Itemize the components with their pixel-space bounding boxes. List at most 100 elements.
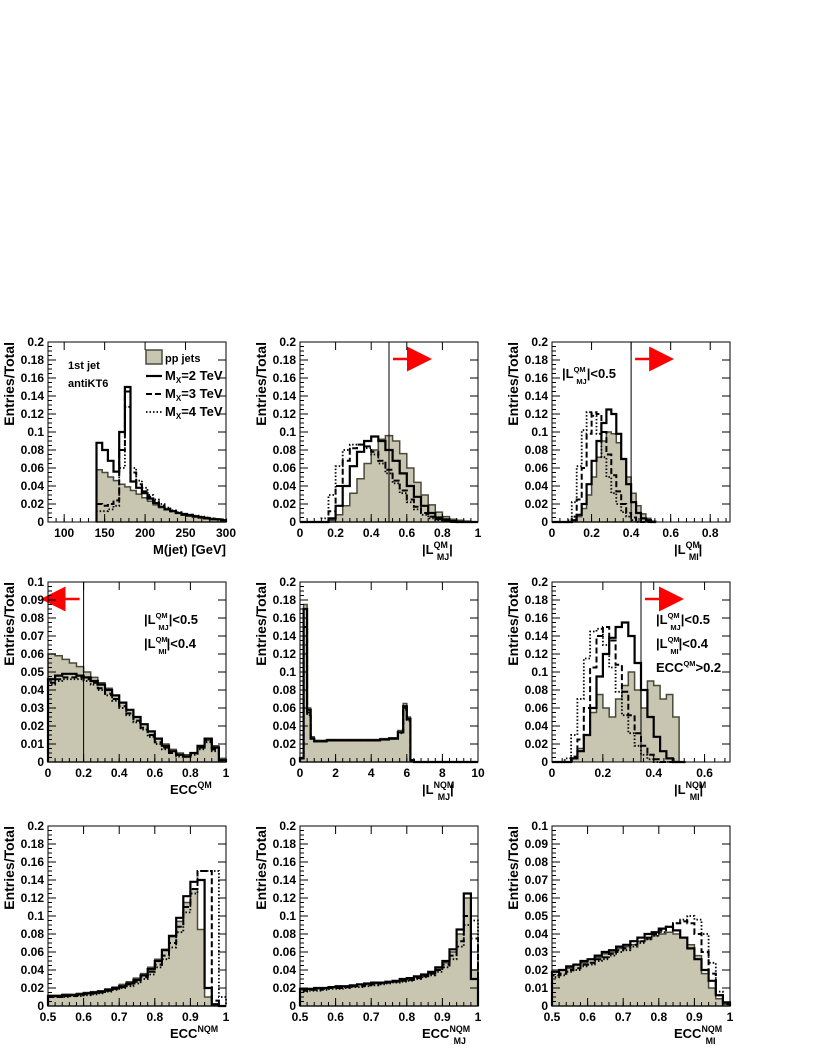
- x-tick-label: 1: [223, 766, 230, 780]
- series-dotted-hist: [552, 411, 656, 523]
- x-tick-label: 6: [403, 766, 410, 780]
- cut-annotation: |LQM MJ|<0.5: [656, 611, 710, 632]
- y-tick-label: 0.06: [525, 701, 549, 715]
- y-tick-label: 0.02: [21, 719, 45, 733]
- x-tick-label: 0.8: [650, 1010, 667, 1024]
- x-tick-label: 0.6: [398, 526, 415, 540]
- series-dotted-hist: [299, 919, 479, 1006]
- x-tick-label: 0.9: [434, 1010, 451, 1024]
- x-tick-label: 0.5: [544, 1010, 561, 1024]
- y-tick-label: 0.08: [525, 443, 549, 457]
- x-tick-label: 0: [549, 526, 556, 540]
- y-axis-label: Entries/Total: [253, 582, 269, 666]
- y-tick-label: 0.08: [273, 683, 297, 697]
- x-tick-label: 0.2: [327, 526, 344, 540]
- y-tick-label: 0.05: [21, 665, 45, 679]
- y-tick-label: 0.2: [279, 335, 296, 349]
- y-tick-label: 0.16: [273, 611, 297, 625]
- y-tick-label: 0: [37, 755, 44, 769]
- y-tick-label: 0.18: [525, 593, 549, 607]
- x-tick-label: 0.2: [75, 766, 92, 780]
- cut-annotation: |LQM MJ|<0.5: [562, 365, 616, 386]
- y-tick-label: 0.2: [279, 575, 296, 589]
- y-axis-label: Entries/Total: [1, 342, 17, 426]
- y-tick-label: 0.01: [21, 737, 45, 751]
- y-tick-label: 0.1: [531, 819, 548, 833]
- x-tick-label: 0.5: [292, 1010, 309, 1024]
- y-tick-label: 0.06: [273, 945, 297, 959]
- y-tick-label: 0.02: [21, 497, 45, 511]
- x-tick-label: 0.6: [146, 766, 163, 780]
- y-tick-label: 0.04: [21, 479, 45, 493]
- y-tick-label: 0.06: [525, 461, 549, 475]
- x-tick-label: 0.5: [40, 1010, 57, 1024]
- series-filled-hist: [95, 469, 227, 523]
- x-tick-label: 0.6: [662, 526, 679, 540]
- y-tick-label: 0.04: [21, 963, 45, 977]
- y-tick-label: 0.16: [21, 371, 45, 385]
- y-tick-label: 0.16: [525, 611, 549, 625]
- legend-label: MX=4 TeV: [165, 404, 223, 421]
- x-tick-label: 100: [54, 526, 74, 540]
- x-axis-label: ECCNQM: [170, 1024, 218, 1041]
- panel-9: 0 0.01 0.02 0.03 0.04 0.05 0.06 0.07 0.08 0.09 0.1…: [505, 819, 734, 1046]
- panel-8: 0 0.02 0.04 0.06 0.08 0.1 0.12 0.14 0.16 0.18 0.2 0…: [253, 819, 482, 1046]
- y-tick-label: 0.02: [21, 981, 45, 995]
- y-tick-label: 0.06: [21, 647, 45, 661]
- y-tick-label: 0.18: [21, 353, 45, 367]
- series-dashed-hist: [95, 390, 227, 522]
- legend-entry: MX=2 TeV: [146, 368, 223, 385]
- y-tick-label: 0.08: [21, 611, 45, 625]
- x-tick-label: 4: [368, 766, 375, 780]
- y-tick-label: 0.07: [525, 873, 549, 887]
- y-tick-label: 0.2: [279, 819, 296, 833]
- panel-4: 0 0.01 0.02 0.03 0.04 0.05 0.06 0.07 0.08 0.09 0.1…: [1, 575, 230, 797]
- x-tick-label: 1: [475, 526, 482, 540]
- series-solid-hist: [552, 408, 656, 524]
- x-axis-label: M(jet) [GeV]: [153, 542, 226, 557]
- y-tick-label: 0.1: [279, 425, 296, 439]
- x-tick-label: 2: [332, 766, 339, 780]
- plot-annotation: 1st jet: [68, 360, 100, 372]
- x-tick-label: 250: [176, 526, 196, 540]
- plot-frame: [299, 581, 479, 763]
- series-dashed-hist: [47, 870, 226, 1007]
- y-tick-label: 0: [541, 999, 548, 1013]
- y-axis-label: Entries/Total: [505, 342, 521, 426]
- y-tick-label: 0.12: [525, 407, 549, 421]
- x-tick-label: 1: [475, 1010, 482, 1024]
- series-dotted-hist: [95, 405, 227, 522]
- y-tick-label: 0.08: [525, 683, 549, 697]
- y-tick-label: 0.04: [273, 479, 297, 493]
- x-tick-label: 0.7: [615, 1010, 632, 1024]
- y-tick-label: 0.04: [21, 683, 45, 697]
- y-tick-label: 0.1: [27, 425, 44, 439]
- x-axis-label: ECCNQM MI: [674, 1024, 722, 1046]
- y-tick-label: 0.18: [525, 353, 549, 367]
- legend-entry: MX=4 TeV: [146, 404, 223, 421]
- y-tick-label: 0.03: [21, 701, 45, 715]
- y-tick-label: 0.12: [21, 407, 45, 421]
- x-tick-label: 150: [95, 526, 115, 540]
- x-tick-label: 0.6: [579, 1010, 596, 1024]
- y-tick-label: 0: [289, 515, 296, 529]
- y-tick-label: 0.14: [525, 389, 549, 403]
- y-tick-label: 0.06: [21, 461, 45, 475]
- x-tick-label: 200: [135, 526, 155, 540]
- y-tick-label: 0: [37, 999, 44, 1013]
- y-tick-label: 0.02: [525, 497, 549, 511]
- y-tick-label: 0.06: [273, 461, 297, 475]
- y-tick-label: 0.18: [273, 353, 297, 367]
- y-tick-label: 0.1: [27, 909, 44, 923]
- series-dotted-hist: [47, 870, 227, 1006]
- cut-annotation: ECCQM>0.2: [656, 659, 721, 675]
- y-tick-label: 0.02: [525, 737, 549, 751]
- y-tick-label: 0.02: [273, 737, 297, 751]
- y-tick-label: 0.16: [273, 371, 297, 385]
- x-tick-label: 10: [471, 766, 485, 780]
- y-tick-label: 0.06: [21, 945, 45, 959]
- y-axis-label: Entries/Total: [253, 342, 269, 426]
- y-tick-label: 0.02: [273, 981, 297, 995]
- cut-annotation: |LQM MI|<0.4: [144, 635, 197, 656]
